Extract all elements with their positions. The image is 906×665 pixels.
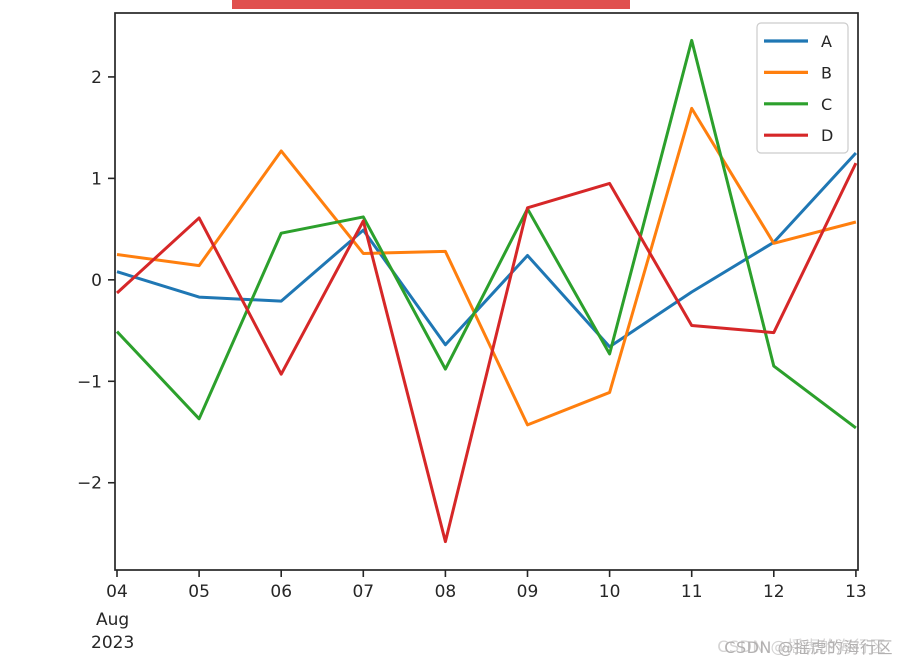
legend-label-C: C [821, 95, 832, 114]
y-tick-label: −2 [77, 474, 102, 494]
x-tick-label: 13 [845, 582, 867, 602]
legend-label-A: A [821, 32, 832, 51]
legend-label-B: B [821, 63, 832, 82]
y-tick-label: −1 [77, 372, 102, 392]
series-line-B [116, 106, 857, 427]
x-tick-label: 05 [188, 582, 210, 602]
x-tick-label: 04 [106, 582, 128, 602]
x-tick-label: 09 [517, 582, 539, 602]
x-tick-label: 11 [681, 582, 703, 602]
series-line-D [115, 162, 858, 544]
y-tick-label: 2 [91, 68, 102, 88]
x-tick-label: 08 [435, 582, 457, 602]
x-year-label: 2023 [91, 633, 134, 653]
x-tick-label: 10 [599, 582, 621, 602]
y-tick-label: 0 [91, 271, 102, 291]
plot-border [114, 12, 859, 571]
legend-label-D: D [821, 126, 833, 145]
x-tick-label: 12 [763, 582, 785, 602]
series-line-C [115, 38, 857, 430]
y-tick-label: 1 [91, 169, 102, 189]
top-red-bar [232, 0, 630, 9]
watermark: CSDN @摇虎的海行区 [724, 638, 893, 657]
x-tick-label: 06 [270, 582, 292, 602]
legend-box [756, 22, 849, 154]
x-month-label: Aug [96, 610, 129, 630]
x-tick-label: 07 [352, 582, 374, 602]
